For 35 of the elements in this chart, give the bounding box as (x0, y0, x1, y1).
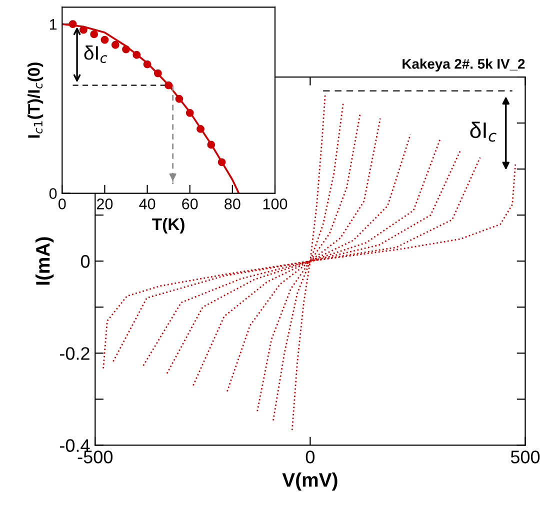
point (164, 81, 173, 90)
chart-title: Kakeya 2#. 5k IV_2 (402, 58, 525, 72)
y-axis-title: I(mA) (36, 237, 54, 285)
x-tick-label: 0 (306, 450, 315, 464)
y-tick-label: -0.2 (60, 347, 90, 360)
point (196, 125, 204, 133)
y-axis-title: I$_{c1}$(T)/I$_{c}$(0) (28, 62, 44, 138)
point (132, 50, 141, 59)
point (111, 40, 120, 49)
x-axis-title: V(mV) (282, 472, 338, 491)
point (79, 26, 88, 34)
x-tick-label: 100 (263, 198, 288, 210)
x-tick-label: 20 (96, 198, 113, 210)
point (154, 69, 162, 78)
y-tick-label: 1 (50, 19, 57, 30)
y-tick-label: -0.4 (60, 439, 90, 452)
point (100, 36, 109, 44)
point (90, 30, 98, 38)
annotation: δI$_{c}$ (84, 46, 108, 63)
x-tick-label: 500 (510, 450, 540, 464)
line-series (62, 23, 240, 194)
point (218, 158, 226, 166)
x-tick-label: 40 (139, 198, 156, 210)
point (143, 60, 152, 68)
x-tick-label: -500 (78, 450, 113, 464)
x-tick-label: 60 (182, 198, 198, 210)
annotation: δI$_{c}$ (470, 122, 496, 142)
point (68, 20, 77, 28)
point (207, 140, 216, 149)
x-tick-label: 80 (224, 198, 240, 210)
x-axis-title: T(K) (152, 218, 184, 234)
y-tick-label: 0 (80, 255, 90, 268)
point (122, 45, 130, 54)
point (175, 94, 184, 103)
point (186, 108, 194, 117)
